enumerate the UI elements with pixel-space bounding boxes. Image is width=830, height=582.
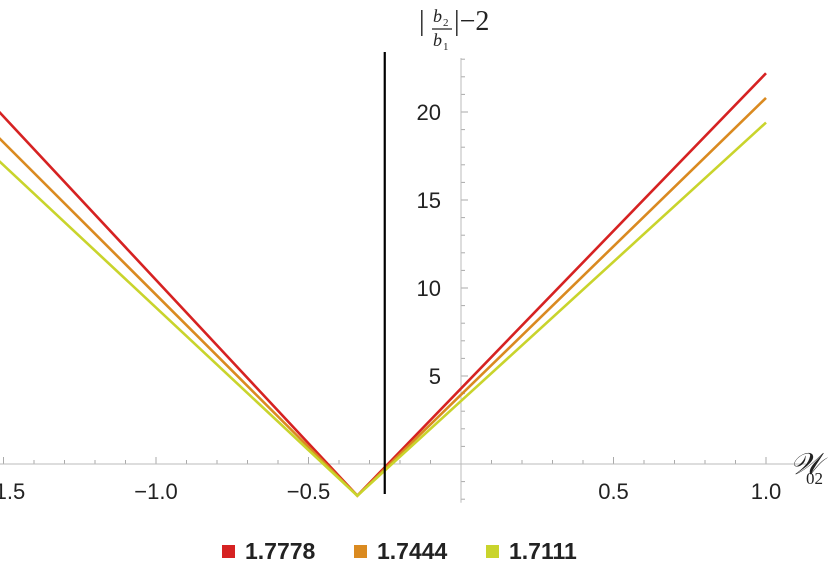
legend-swatch [486, 545, 499, 558]
y-label-num-var: b [433, 6, 442, 26]
y-label-suffix: |−2 [454, 6, 489, 37]
y-label-bar-left: | [419, 6, 425, 37]
legend-label: 1.7111 [509, 538, 577, 564]
x-axis-label-sub: 02 [806, 469, 823, 488]
y-tick-label: 20 [417, 100, 441, 125]
x-tick-label: −1.0 [134, 479, 177, 504]
y-label-den-sub: 1 [443, 41, 449, 53]
legend-item: 1.7778 [222, 538, 316, 564]
x-tick-label: 0.5 [598, 479, 629, 504]
x-tick-label: −0.5 [287, 479, 330, 504]
legend-item: 1.7444 [354, 538, 448, 564]
legend-swatch [222, 545, 235, 558]
x-axis-label: 𝒲 02 [790, 448, 828, 488]
series-layer [0, 72, 767, 498]
y-tick-label: 15 [417, 188, 441, 213]
series-line-1.7111 [0, 121, 767, 498]
y-axis-label: | b 2 b 1 |−2 [419, 6, 489, 53]
y-tick-label: 5 [429, 364, 441, 389]
series-line-1.7444 [0, 96, 767, 498]
legend-label: 1.7444 [377, 538, 448, 564]
y-tick-label: 10 [417, 276, 441, 301]
legend-item: 1.7111 [486, 538, 577, 564]
x-tick-label: 1.0 [751, 479, 782, 504]
legend-swatch [354, 545, 367, 558]
legend-label: 1.7778 [245, 538, 316, 564]
series-line-1.7778 [0, 72, 767, 498]
y-label-num-sub: 2 [443, 17, 449, 29]
y-label-den-var: b [433, 30, 442, 50]
y-tick-labels: 5 10 15 20 [417, 100, 441, 389]
x-tick-label: −1.5 [0, 479, 25, 504]
x-tick-labels: −1.5 −1.0 −0.5 0.5 1.0 [0, 479, 781, 504]
tick-marks [3, 58, 767, 500]
legend: 1.7778 1.7444 1.7111 [222, 538, 577, 564]
